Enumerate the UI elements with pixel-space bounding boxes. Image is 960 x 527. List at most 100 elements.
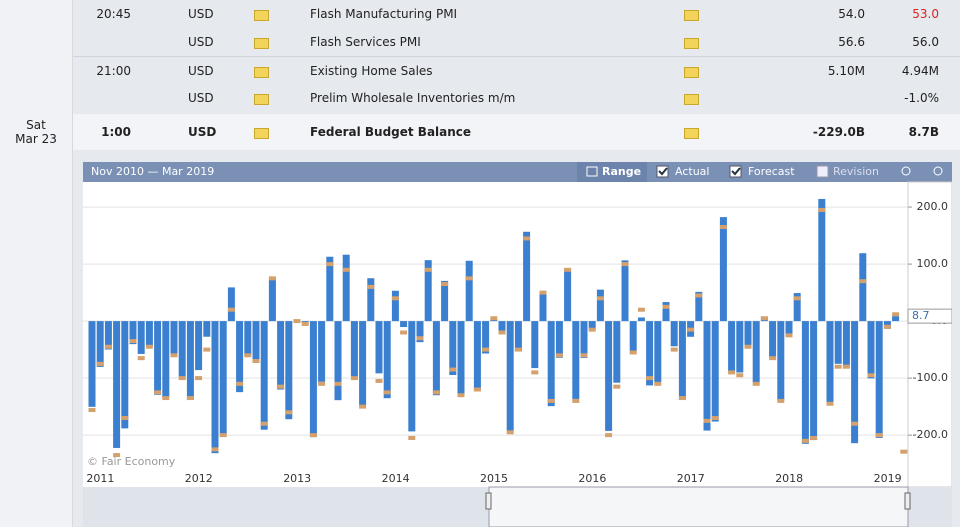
- bar: [613, 321, 621, 383]
- navigator-handle[interactable]: [904, 492, 911, 510]
- forecast-marker: [236, 381, 244, 386]
- bar: [375, 321, 383, 374]
- date: Mar 23: [15, 132, 57, 146]
- bar: [629, 321, 637, 352]
- bar: [252, 321, 260, 361]
- bar: [129, 321, 137, 345]
- bar: [350, 321, 358, 377]
- bar: [236, 321, 244, 393]
- forecast-marker: [400, 330, 408, 335]
- revision-checkbox[interactable]: [816, 165, 829, 178]
- forecast-marker: [687, 327, 695, 332]
- forecast-marker: [309, 433, 317, 438]
- forecast-marker: [851, 421, 859, 426]
- forecast-marker: [277, 384, 285, 389]
- bar: [195, 321, 203, 371]
- zoom-in-icon[interactable]: [901, 166, 911, 176]
- bar: [367, 278, 375, 322]
- forecast-marker: [490, 316, 498, 321]
- forecast-marker: [227, 307, 235, 312]
- detail-icon[interactable]: [684, 67, 699, 78]
- forecast-marker: [375, 378, 383, 383]
- calendar-row[interactable]: 1:00 USD Federal Budget Balance -229.0B …: [73, 114, 960, 150]
- bar: [424, 260, 432, 322]
- previous: 56.0: [912, 35, 939, 49]
- calendar-row[interactable]: USD Prelim Wholesale Inventories m/m -1.…: [73, 84, 960, 112]
- x-tick-label: 2016: [578, 472, 606, 485]
- range-label[interactable]: Range: [602, 165, 641, 178]
- x-tick-label: 2019: [874, 472, 902, 485]
- detail-icon[interactable]: [684, 94, 699, 105]
- forecast-marker: [859, 279, 867, 284]
- forecast-marker: [883, 324, 891, 329]
- forecast-marker: [728, 370, 736, 375]
- forecast-marker: [547, 398, 555, 403]
- date-column: Sat Mar 23: [0, 0, 73, 527]
- bar: [621, 260, 629, 322]
- previous: 53.0: [912, 7, 939, 21]
- bar: [572, 321, 580, 399]
- bar: [244, 321, 252, 356]
- x-tick-label: 2013: [283, 472, 311, 485]
- calendar-icon: [586, 166, 598, 177]
- day-label: Sat Mar 23: [0, 118, 72, 146]
- bar: [736, 321, 744, 373]
- impact-icon: [254, 128, 269, 139]
- bar: [777, 321, 785, 401]
- navigator-selection[interactable]: [488, 486, 909, 527]
- forecast-marker: [695, 293, 703, 298]
- zoom-out-icon[interactable]: [933, 166, 943, 176]
- credit: © Fair Economy: [87, 455, 176, 468]
- previous: 4.94M: [901, 64, 939, 78]
- forecast-marker: [416, 336, 424, 341]
- forecast-marker: [646, 376, 654, 381]
- actual-checkbox[interactable]: [656, 165, 669, 178]
- detail-icon[interactable]: [684, 38, 699, 49]
- currency: USD: [188, 91, 214, 105]
- bar: [260, 321, 268, 430]
- forecast-marker: [842, 364, 850, 369]
- bar: [186, 321, 194, 400]
- forecast-marker: [523, 236, 531, 241]
- bar: [326, 256, 334, 322]
- bar: [703, 321, 711, 431]
- bar: [769, 321, 777, 358]
- forecast-marker: [137, 356, 145, 361]
- bar: [277, 321, 285, 390]
- forecast-marker: [621, 262, 629, 267]
- forecast-marker: [793, 296, 801, 301]
- forecast-marker: [301, 321, 309, 326]
- bar: [154, 321, 162, 395]
- calendar-row[interactable]: USD Flash Services PMI 56.6 56.0: [73, 28, 960, 56]
- x-tick-label: 2018: [775, 472, 803, 485]
- bar: [227, 287, 235, 322]
- bar: [145, 321, 153, 346]
- forecast-marker: [506, 430, 514, 435]
- legend-actual[interactable]: Actual: [675, 165, 709, 178]
- forecast-marker: [457, 393, 465, 398]
- detail-icon[interactable]: [684, 10, 699, 21]
- forecast-checkbox[interactable]: [729, 165, 742, 178]
- bar: [301, 321, 309, 323]
- calendar-row[interactable]: 21:00 USD Existing Home Sales 5.10M 4.94…: [73, 56, 960, 85]
- navigator-handle[interactable]: [485, 492, 492, 510]
- forecast: -229.0B: [812, 125, 865, 139]
- calendar-row[interactable]: 20:45 USD Flash Manufacturing PMI 54.0 5…: [73, 0, 960, 28]
- previous: -1.0%: [904, 91, 939, 105]
- revision-label[interactable]: Revision: [833, 165, 879, 178]
- bar: [728, 321, 736, 372]
- forecast-marker: [203, 347, 211, 352]
- check: [731, 167, 741, 176]
- detail-icon[interactable]: [684, 128, 699, 139]
- forecast-marker: [736, 373, 744, 378]
- bar: [695, 291, 703, 322]
- legend-forecast[interactable]: Forecast: [748, 165, 795, 178]
- forecast-marker: [326, 262, 334, 267]
- forecast-marker: [424, 267, 432, 272]
- bar: [400, 321, 408, 328]
- x-tick-label: 2012: [185, 472, 213, 485]
- forecast-marker: [441, 282, 449, 287]
- impact-icon: [254, 38, 269, 49]
- forecast-marker: [769, 356, 777, 361]
- impact-icon: [254, 94, 269, 105]
